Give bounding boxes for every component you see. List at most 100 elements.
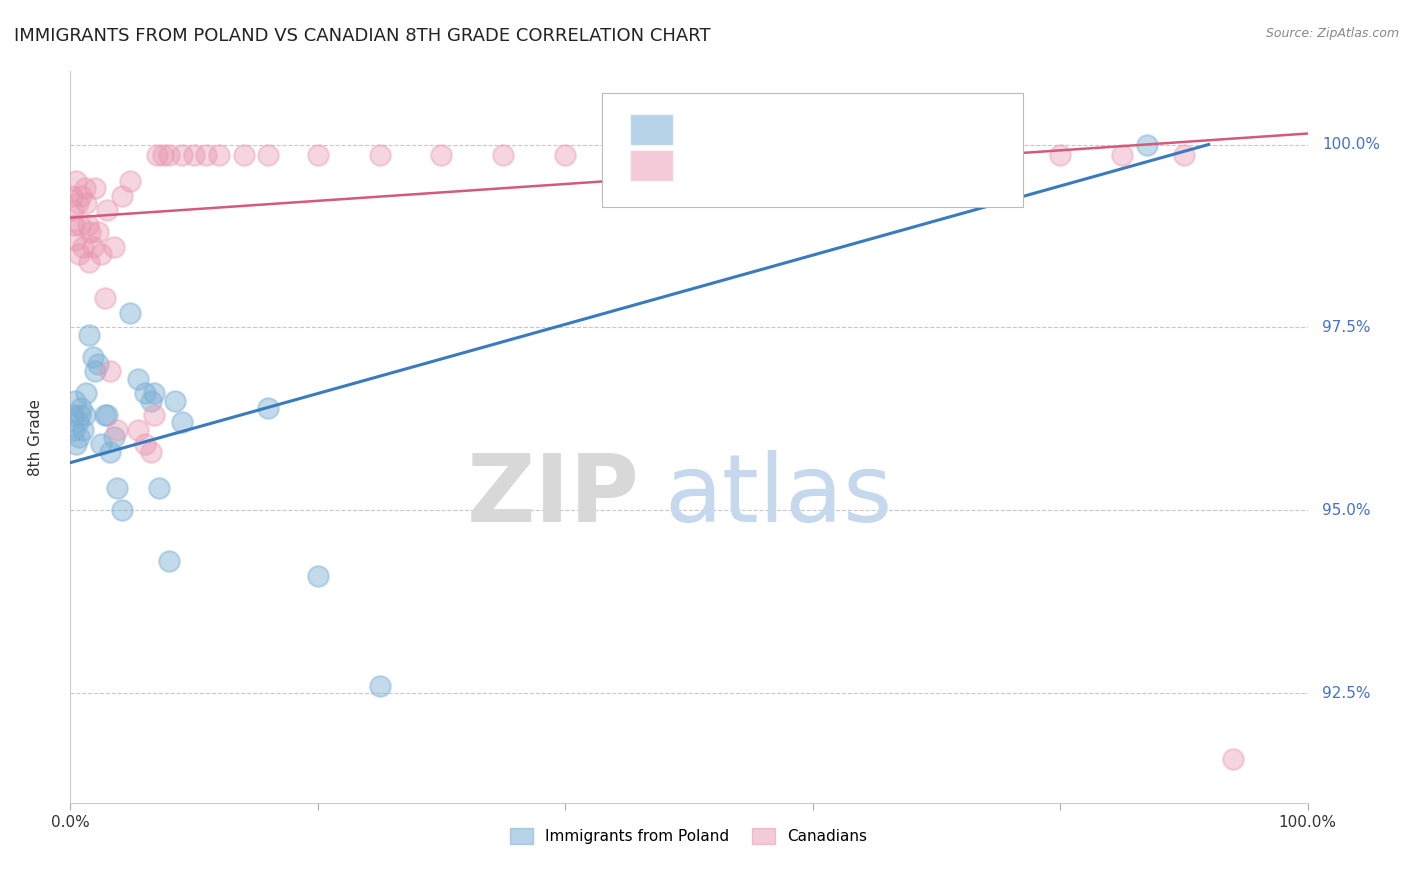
Point xyxy=(111,503,134,517)
Point xyxy=(208,148,231,162)
Point xyxy=(1136,137,1159,152)
Point xyxy=(368,148,391,162)
Point xyxy=(94,291,117,305)
Point xyxy=(94,408,117,422)
Point xyxy=(103,240,125,254)
Point xyxy=(84,181,107,195)
Point xyxy=(148,481,170,495)
Point xyxy=(75,196,97,211)
Point xyxy=(86,357,108,371)
Point xyxy=(105,481,128,495)
Text: 8th Grade: 8th Grade xyxy=(28,399,44,475)
Point xyxy=(170,416,193,430)
Point xyxy=(66,416,89,430)
Point xyxy=(139,444,162,458)
Point xyxy=(232,148,254,162)
Point xyxy=(98,444,121,458)
Point xyxy=(63,423,86,437)
Point xyxy=(134,386,156,401)
Point xyxy=(1173,148,1195,162)
Point xyxy=(143,386,166,401)
Point xyxy=(127,423,149,437)
Point xyxy=(863,148,886,162)
Point xyxy=(65,393,87,408)
Point xyxy=(62,408,84,422)
Point xyxy=(77,254,100,268)
Point xyxy=(111,188,134,202)
Point xyxy=(143,408,166,422)
Point xyxy=(157,554,180,568)
Text: R = 0.387: R = 0.387 xyxy=(686,155,778,173)
Point xyxy=(165,393,187,408)
Text: 100.0%: 100.0% xyxy=(1323,137,1381,152)
Point xyxy=(105,423,128,437)
Point xyxy=(146,148,169,162)
Point xyxy=(134,437,156,451)
Point xyxy=(82,240,104,254)
Point xyxy=(139,393,162,408)
Point xyxy=(98,364,121,378)
Point xyxy=(65,174,87,188)
Text: 97.5%: 97.5% xyxy=(1323,320,1371,334)
Point xyxy=(987,148,1010,162)
Text: N = 35: N = 35 xyxy=(844,119,911,136)
Point xyxy=(63,218,86,232)
Point xyxy=(616,148,638,162)
Point xyxy=(66,196,89,211)
Point xyxy=(307,148,329,162)
Text: ZIP: ZIP xyxy=(467,450,640,541)
FancyBboxPatch shape xyxy=(630,114,673,145)
Text: Source: ZipAtlas.com: Source: ZipAtlas.com xyxy=(1265,27,1399,40)
Point xyxy=(96,408,118,422)
Point xyxy=(77,327,100,342)
Point xyxy=(65,233,87,247)
Legend: Immigrants from Poland, Canadians: Immigrants from Poland, Canadians xyxy=(505,822,873,850)
Point xyxy=(152,148,174,162)
Point xyxy=(257,401,280,415)
Point xyxy=(1111,148,1133,162)
Point xyxy=(67,247,90,261)
Point xyxy=(70,401,93,415)
Point xyxy=(1222,752,1244,766)
Point xyxy=(118,306,141,320)
Point xyxy=(307,569,329,583)
Point xyxy=(801,148,824,162)
Point xyxy=(118,174,141,188)
Point xyxy=(75,181,97,195)
Text: 95.0%: 95.0% xyxy=(1323,503,1371,517)
Point xyxy=(554,148,576,162)
Text: atlas: atlas xyxy=(664,450,893,541)
Text: IMMIGRANTS FROM POLAND VS CANADIAN 8TH GRADE CORRELATION CHART: IMMIGRANTS FROM POLAND VS CANADIAN 8TH G… xyxy=(14,27,710,45)
Point xyxy=(82,350,104,364)
Point xyxy=(195,148,218,162)
FancyBboxPatch shape xyxy=(602,94,1024,207)
Point xyxy=(127,371,149,385)
Point xyxy=(96,203,118,218)
Point xyxy=(257,148,280,162)
FancyBboxPatch shape xyxy=(630,151,673,181)
Point xyxy=(62,203,84,218)
Point xyxy=(76,218,98,232)
Point xyxy=(84,364,107,378)
Point xyxy=(67,430,90,444)
Point xyxy=(79,225,101,239)
Point xyxy=(75,386,97,401)
Point xyxy=(678,148,700,162)
Point xyxy=(72,240,94,254)
Point xyxy=(60,188,83,202)
Point xyxy=(492,148,515,162)
Point xyxy=(90,437,112,451)
Text: 92.5%: 92.5% xyxy=(1323,686,1371,700)
Point xyxy=(1049,148,1071,162)
Point xyxy=(157,148,180,162)
Point xyxy=(72,423,94,437)
Point xyxy=(368,679,391,693)
Text: R = 0.391: R = 0.391 xyxy=(686,119,778,136)
Point xyxy=(170,148,193,162)
Point xyxy=(103,430,125,444)
Point xyxy=(75,408,97,422)
Point xyxy=(90,247,112,261)
Text: N = 54: N = 54 xyxy=(844,155,911,173)
Point xyxy=(183,148,205,162)
Point xyxy=(70,188,93,202)
